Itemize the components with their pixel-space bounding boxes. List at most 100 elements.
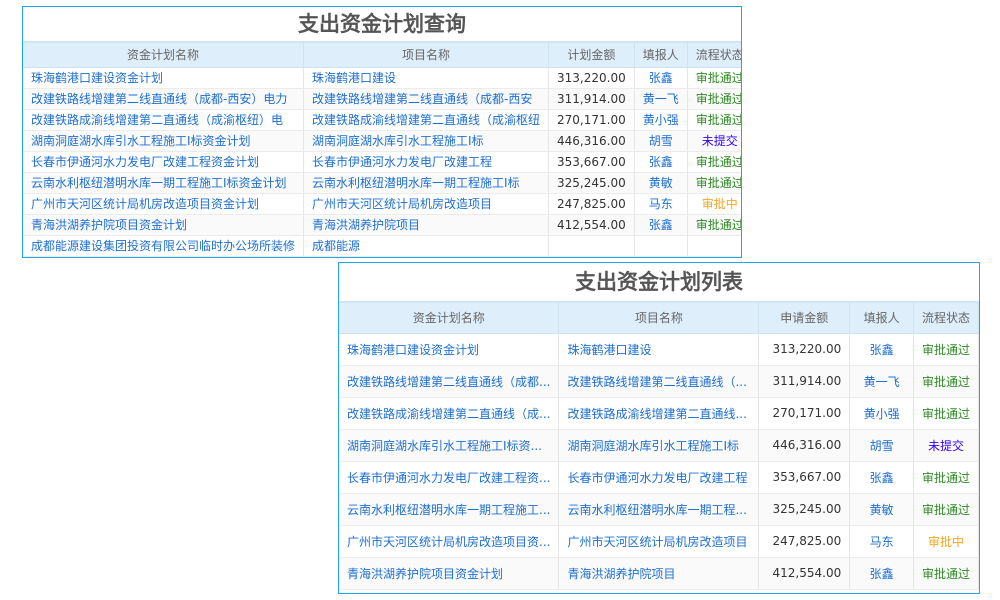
- cell-reporter: 张鑫: [634, 214, 688, 236]
- cell-plan-name[interactable]: 青海洪湖养护院项目资金计划: [339, 557, 560, 590]
- column-header-status[interactable]: 流程状态: [687, 43, 741, 68]
- table-row[interactable]: 珠海鹤港口建设资金计划 珠海鹤港口建设 313,220.00 张鑫 审批通过: [23, 67, 741, 89]
- cell-reporter: 胡雪: [849, 429, 914, 462]
- column-header-status[interactable]: 流程状态: [913, 303, 979, 334]
- column-header-plan-name[interactable]: 资金计划名称: [23, 43, 305, 68]
- cell-reporter: 黄小强: [849, 397, 914, 430]
- cell-project-name[interactable]: 广州市天河区统计局机房改造项目: [303, 193, 550, 215]
- table-row[interactable]: 珠海鹤港口建设资金计划 珠海鹤港口建设 313,220.00 张鑫 审批通过: [339, 333, 979, 366]
- cell-amount: [548, 235, 635, 257]
- cell-status: 审批通过: [913, 557, 979, 590]
- table-row[interactable]: 长春市伊通河水力发电厂改建工程资... 长春市伊通河水力发电厂改建工程 353,66…: [339, 461, 979, 494]
- cell-amount: 412,554.00: [758, 557, 851, 590]
- cell-amount: 353,667.00: [548, 151, 635, 173]
- cell-plan-name[interactable]: 改建铁路成渝线增建第二直通线（成...: [339, 397, 560, 430]
- table-row[interactable]: 云南水利枢纽潜明水库一期工程施工I标资金计划 云南水利枢纽潜明水库一期工程施工I标…: [23, 172, 741, 194]
- cell-plan-name[interactable]: 广州市天河区统计局机房改造项目资...: [339, 525, 560, 558]
- cell-status: 审批通过: [687, 151, 741, 173]
- table-row[interactable]: 成都能源建设集团投资有限公司临时办公场所装修 成都能源: [23, 235, 741, 257]
- table-header-row: 资金计划名称 项目名称 计划金额 填报人 流程状态: [23, 43, 741, 68]
- cell-status: [687, 235, 741, 257]
- query-panel-title: 支出资金计划查询: [23, 7, 741, 43]
- cell-project-name[interactable]: 长春市伊通河水力发电厂改建工程: [303, 151, 550, 173]
- cell-project-name[interactable]: 青海洪湖养护院项目: [303, 214, 550, 236]
- cell-plan-name[interactable]: 湖南洞庭湖水库引水工程施工I标资金计划: [23, 130, 305, 152]
- table-row[interactable]: 改建铁路成渝线增建第二直通线（成渝枢纽）电 改建铁路成渝线增建第二直通线（成渝枢纽…: [23, 109, 741, 131]
- cell-reporter: 黄敏: [849, 493, 914, 526]
- cell-reporter: 黄一飞: [634, 88, 688, 110]
- column-header-project-name[interactable]: 项目名称: [303, 43, 550, 68]
- cell-project-name[interactable]: 改建铁路成渝线增建第二直通线（成渝枢纽: [303, 109, 550, 131]
- column-header-amount[interactable]: 计划金额: [548, 43, 635, 68]
- cell-reporter: 黄一飞: [849, 365, 914, 398]
- cell-status: 审批通过: [913, 365, 979, 398]
- cell-project-name[interactable]: 珠海鹤港口建设: [303, 67, 550, 89]
- table-row[interactable]: 改建铁路线增建第二线直通线（成都-西安）电力 改建铁路线增建第二线直通线（成都-西…: [23, 88, 741, 110]
- cell-project-name[interactable]: 青海洪湖养护院项目: [558, 557, 760, 590]
- cell-plan-name[interactable]: 改建铁路成渝线增建第二直通线（成渝枢纽）电: [23, 109, 305, 131]
- list-panel: 支出资金计划列表 资金计划名称 项目名称 申请金额 填报人 流程状态 珠海鹤港口建设资金…: [338, 262, 980, 594]
- cell-amount: 412,554.00: [548, 214, 635, 236]
- cell-plan-name[interactable]: 云南水利枢纽潜明水库一期工程施工I标资金计划: [23, 172, 305, 194]
- cell-amount: 270,171.00: [758, 397, 851, 430]
- column-header-reporter[interactable]: 填报人: [634, 43, 688, 68]
- cell-amount: 446,316.00: [758, 429, 851, 462]
- column-header-amount[interactable]: 申请金额: [758, 303, 851, 334]
- cell-plan-name[interactable]: 湖南洞庭湖水库引水工程施工I标资...: [339, 429, 560, 462]
- cell-plan-name[interactable]: 云南水利枢纽潜明水库一期工程施工...: [339, 493, 560, 526]
- cell-amount: 270,171.00: [548, 109, 635, 131]
- cell-project-name[interactable]: 改建铁路成渝线增建第二直通线...: [558, 397, 760, 430]
- column-header-reporter[interactable]: 填报人: [849, 303, 914, 334]
- cell-plan-name[interactable]: 珠海鹤港口建设资金计划: [339, 333, 560, 366]
- table-row[interactable]: 青海洪湖养护院项目资金计划 青海洪湖养护院项目 412,554.00 张鑫 审批通过: [339, 557, 979, 590]
- cell-status: 审批通过: [687, 214, 741, 236]
- cell-status: 审批中: [687, 193, 741, 215]
- column-header-project-name[interactable]: 项目名称: [558, 303, 760, 334]
- cell-reporter: 张鑫: [849, 461, 914, 494]
- cell-reporter: 张鑫: [634, 151, 688, 173]
- cell-project-name[interactable]: 湖南洞庭湖水库引水工程施工I标: [558, 429, 760, 462]
- cell-project-name[interactable]: 广州市天河区统计局机房改造项目: [558, 525, 760, 558]
- cell-amount: 311,914.00: [548, 88, 635, 110]
- cell-project-name[interactable]: 成都能源: [303, 235, 550, 257]
- table-row[interactable]: 广州市天河区统计局机房改造项目资金计划 广州市天河区统计局机房改造项目 247,82…: [23, 193, 741, 215]
- cell-status: 审批通过: [913, 333, 979, 366]
- cell-project-name[interactable]: 改建铁路线增建第二线直通线（成都-西安: [303, 88, 550, 110]
- cell-reporter: 黄小强: [634, 109, 688, 131]
- table-row[interactable]: 湖南洞庭湖水库引水工程施工I标资... 湖南洞庭湖水库引水工程施工I标 446,31…: [339, 429, 979, 462]
- cell-status: 审批通过: [913, 461, 979, 494]
- table-row[interactable]: 湖南洞庭湖水库引水工程施工I标资金计划 湖南洞庭湖水库引水工程施工I标 446,31…: [23, 130, 741, 152]
- table-row[interactable]: 改建铁路线增建第二线直通线（成都... 改建铁路线增建第二线直通线（... 311,…: [339, 365, 979, 398]
- cell-plan-name[interactable]: 广州市天河区统计局机房改造项目资金计划: [23, 193, 305, 215]
- cell-plan-name[interactable]: 改建铁路线增建第二线直通线（成都...: [339, 365, 560, 398]
- cell-plan-name[interactable]: 珠海鹤港口建设资金计划: [23, 67, 305, 89]
- cell-amount: 311,914.00: [758, 365, 851, 398]
- cell-status: 审批中: [913, 525, 979, 558]
- cell-amount: 446,316.00: [548, 130, 635, 152]
- cell-status: 未提交: [913, 429, 979, 462]
- column-header-plan-name[interactable]: 资金计划名称: [339, 303, 560, 334]
- cell-reporter: 张鑫: [634, 67, 688, 89]
- table-row[interactable]: 改建铁路成渝线增建第二直通线（成... 改建铁路成渝线增建第二直通线... 270,…: [339, 397, 979, 430]
- cell-project-name[interactable]: 长春市伊通河水力发电厂改建工程: [558, 461, 760, 494]
- cell-plan-name[interactable]: 长春市伊通河水力发电厂改建工程资金计划: [23, 151, 305, 173]
- table-row[interactable]: 广州市天河区统计局机房改造项目资... 广州市天河区统计局机房改造项目 247,82…: [339, 525, 979, 558]
- cell-plan-name[interactable]: 长春市伊通河水力发电厂改建工程资...: [339, 461, 560, 494]
- cell-reporter: [634, 235, 688, 257]
- cell-amount: 313,220.00: [548, 67, 635, 89]
- cell-project-name[interactable]: 湖南洞庭湖水库引水工程施工I标: [303, 130, 550, 152]
- table-row[interactable]: 长春市伊通河水力发电厂改建工程资金计划 长春市伊通河水力发电厂改建工程 353,66…: [23, 151, 741, 173]
- cell-project-name[interactable]: 改建铁路线增建第二线直通线（...: [558, 365, 760, 398]
- cell-plan-name[interactable]: 改建铁路线增建第二线直通线（成都-西安）电力: [23, 88, 305, 110]
- table-row[interactable]: 云南水利枢纽潜明水库一期工程施工... 云南水利枢纽潜明水库一期工程... 325,…: [339, 493, 979, 526]
- cell-reporter: 马东: [849, 525, 914, 558]
- cell-status: 审批通过: [687, 109, 741, 131]
- cell-project-name[interactable]: 云南水利枢纽潜明水库一期工程施工I标: [303, 172, 550, 194]
- cell-project-name[interactable]: 珠海鹤港口建设: [558, 333, 760, 366]
- cell-plan-name[interactable]: 成都能源建设集团投资有限公司临时办公场所装修: [23, 235, 305, 257]
- cell-amount: 247,825.00: [758, 525, 851, 558]
- cell-amount: 353,667.00: [758, 461, 851, 494]
- cell-project-name[interactable]: 云南水利枢纽潜明水库一期工程...: [558, 493, 760, 526]
- table-row[interactable]: 青海洪湖养护院项目资金计划 青海洪湖养护院项目 412,554.00 张鑫 审批通过: [23, 214, 741, 236]
- cell-plan-name[interactable]: 青海洪湖养护院项目资金计划: [23, 214, 305, 236]
